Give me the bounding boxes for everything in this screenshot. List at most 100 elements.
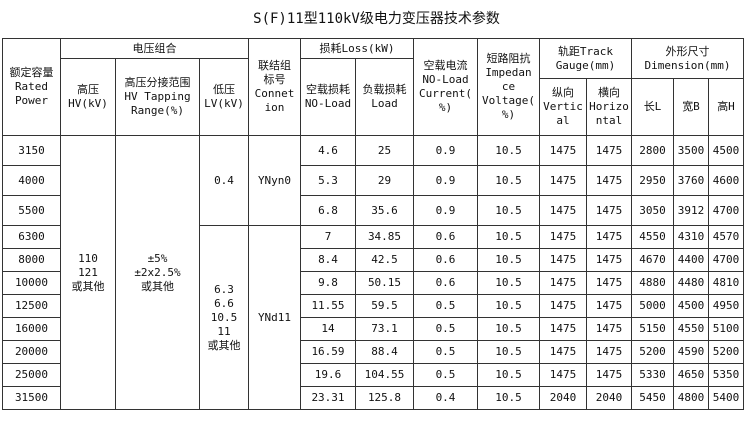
cell-vertical: 1475 [539,195,587,226]
cell-load-loss: 59.5 [355,294,414,318]
header-noload-loss: 空载损耗 NO-Load [300,58,356,136]
table-row: 12500 11.55 59.5 0.5 10.5 1475 1475 5000… [2,294,744,318]
cell-load-loss: 34.85 [355,225,414,249]
header-hv: 高压 HV(kV) [60,58,116,136]
header-noload-current: 空载电流 NO-Load Current(%) [413,38,478,136]
cell-noload-loss: 19.6 [300,363,356,387]
header-load-loss: 负载损耗 Load [355,58,414,136]
cell-vertical: 1475 [539,135,587,166]
cell-width: 4590 [673,340,709,364]
cell-load-loss: 104.55 [355,363,414,387]
cell-horizontal: 1475 [586,165,632,196]
table-row: 16000 14 73.1 0.5 10.5 1475 1475 5150 45… [2,317,744,341]
cell-width: 3760 [673,165,709,196]
cell-power: 25000 [2,363,61,387]
header-tapping: 高压分接范围 HV Tapping Range(%) [115,58,200,136]
cell-height: 5350 [708,363,744,387]
cell-current: 0.5 [413,340,478,364]
cell-load-loss: 50.15 [355,271,414,295]
header-dimension: 外形尺寸 Dimension(mm) [631,38,744,79]
cell-load-loss: 42.5 [355,248,414,272]
cell-hv-merged: 110 121 或其他 [60,135,116,410]
cell-load-loss: 35.6 [355,195,414,226]
header-length: 长L [631,78,674,136]
cell-height: 4570 [708,225,744,249]
cell-horizontal: 1475 [586,294,632,318]
cell-current: 0.9 [413,135,478,166]
cell-length: 2950 [631,165,674,196]
cell-load-loss: 88.4 [355,340,414,364]
cell-width: 4800 [673,386,709,410]
header-vertical: 纵向 Vertic al [539,78,587,136]
spec-table: 额定容量 Rated Power 电压组合 联结组 标号 Connet ion 损耗Los… [2,38,744,410]
cell-vertical: 1475 [539,271,587,295]
cell-height: 4810 [708,271,744,295]
cell-noload-loss: 16.59 [300,340,356,364]
cell-vertical: 1475 [539,248,587,272]
cell-current: 0.5 [413,317,478,341]
header-rated-power: 额定容量 Rated Power [2,38,61,136]
cell-power: 4000 [2,165,61,196]
cell-width: 4400 [673,248,709,272]
cell-current: 0.9 [413,195,478,226]
header-width: 宽B [673,78,709,136]
cell-width: 4500 [673,294,709,318]
cell-impedance: 10.5 [477,363,540,387]
table-row: 6300 6.3 6.6 10.5 11 或其他 YNd11 7 34.85 0.6 1… [2,225,744,410]
cell-power: 5500 [2,195,61,226]
table-row: 31500 23.31 125.8 0.4 10.5 2040 2040 545… [2,386,744,410]
cell-horizontal: 1475 [586,248,632,272]
cell-width: 4550 [673,317,709,341]
cell-horizontal: 1475 [586,271,632,295]
header-horizontal: 横向 Horizo ntal [586,78,632,136]
cell-length: 5450 [631,386,674,410]
cell-width: 3500 [673,135,709,166]
cell-height: 5100 [708,317,744,341]
cell-noload-loss: 4.6 [300,135,356,166]
cell-vertical: 1475 [539,317,587,341]
cell-width: 3912 [673,195,709,226]
cell-length: 5150 [631,317,674,341]
cell-current: 0.9 [413,165,478,196]
cell-load-loss: 73.1 [355,317,414,341]
cell-impedance: 10.5 [477,271,540,295]
cell-height: 4950 [708,294,744,318]
cell-horizontal: 1475 [586,135,632,166]
cell-length: 2800 [631,135,674,166]
header-lv: 低压 LV(kV) [199,58,249,136]
cell-impedance: 10.5 [477,294,540,318]
cell-impedance: 10.5 [477,248,540,272]
cell-load-loss: 29 [355,165,414,196]
cell-noload-loss: 14 [300,317,356,341]
cell-width: 4310 [673,225,709,249]
table-row: 10000 9.8 50.15 0.6 10.5 1475 1475 4880 … [2,271,744,295]
cell-height: 4700 [708,195,744,226]
cell-horizontal: 1475 [586,225,632,249]
cell-length: 4880 [631,271,674,295]
cell-vertical: 1475 [539,165,587,196]
cell-power: 10000 [2,271,61,295]
cell-length: 3050 [631,195,674,226]
cell-power: 8000 [2,248,61,272]
cell-impedance: 10.5 [477,317,540,341]
cell-length: 4550 [631,225,674,249]
cell-height: 4700 [708,248,744,272]
cell-width: 4650 [673,363,709,387]
cell-power: 6300 [2,225,61,249]
cell-noload-loss: 8.4 [300,248,356,272]
table-row: 8000 8.4 42.5 0.6 10.5 1475 1475 4670 44… [2,248,744,272]
cell-horizontal: 1475 [586,317,632,341]
table-row: 20000 16.59 88.4 0.5 10.5 1475 1475 5200… [2,340,744,364]
cell-conn-a: YNyn0 [248,135,301,226]
cell-power: 16000 [2,317,61,341]
cell-horizontal: 1475 [586,195,632,226]
cell-horizontal: 1475 [586,363,632,387]
header-connection: 联结组 标号 Connet ion [248,38,301,136]
cell-noload-loss: 6.8 [300,195,356,226]
cell-noload-loss: 5.3 [300,165,356,196]
cell-height: 4600 [708,165,744,196]
cell-power: 20000 [2,340,61,364]
header-loss: 损耗Loss(kW) [300,38,414,59]
cell-vertical: 1475 [539,340,587,364]
header-gauge: 轨距Track Gauge(mm) [539,38,632,79]
